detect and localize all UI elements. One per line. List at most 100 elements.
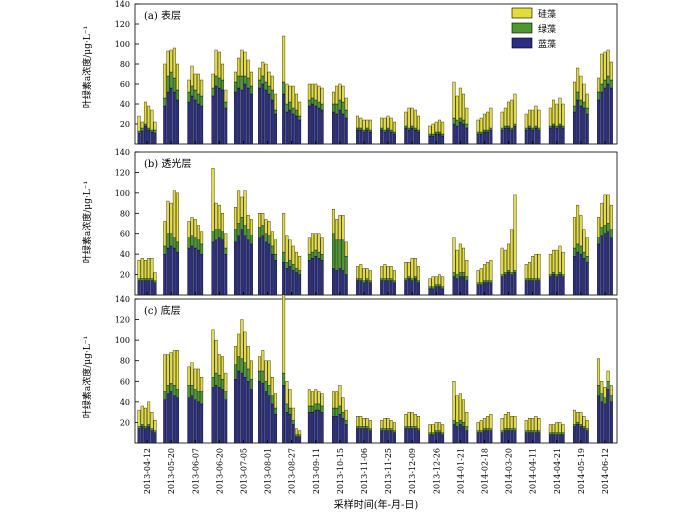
bar-segment-硅藻 [362, 119, 366, 131]
bar-segment-绿藻 [482, 280, 486, 283]
bar-segment-硅藻 [428, 125, 432, 135]
bar-segment-蓝藻 [214, 85, 218, 145]
bar-segment-蓝藻 [169, 87, 173, 145]
bar-segment-硅藻 [527, 109, 531, 127]
bar-segment-硅藻 [413, 414, 417, 427]
bar-segment-绿藻 [298, 115, 302, 121]
bar-segment-绿藻 [335, 103, 339, 115]
bar-segment-绿藻 [600, 227, 604, 236]
bar-segment-硅藻 [534, 253, 538, 279]
bar-segment-绿藻 [187, 91, 191, 103]
bar-segment-蓝藻 [606, 231, 610, 296]
bar-segment-绿藻 [190, 385, 194, 396]
bar-segment-蓝藻 [359, 129, 363, 145]
bar-segment-硅藻 [441, 276, 445, 288]
bar-segment-蓝藻 [331, 416, 335, 444]
bar-segment-硅藻 [233, 206, 237, 230]
bar-segment-蓝藻 [479, 432, 483, 444]
bar-segment-蓝藻 [169, 391, 173, 444]
panel-a: 20 40 60 80 100 120 140 (a) 表层 [115, 0, 618, 145]
bar-segment-蓝藻 [407, 278, 411, 296]
bar-segment-蓝藻 [335, 113, 339, 145]
bar-segment-绿藻 [249, 235, 253, 245]
bar-segment-蓝藻 [600, 235, 604, 296]
bar-segment-蓝藻 [476, 133, 480, 145]
bar-segment-绿藻 [383, 129, 387, 133]
bar-segment-绿藻 [431, 286, 435, 290]
bar-segment-蓝藻 [510, 129, 514, 145]
bar-segment-绿藻 [291, 420, 295, 425]
bar-segment-绿藻 [558, 123, 562, 127]
bar-segment-绿藻 [455, 119, 459, 127]
bar-segment-蓝藻 [413, 428, 417, 444]
bar-segment-蓝藻 [224, 253, 228, 296]
x-tick-label: 2013-07-05 [239, 448, 248, 494]
bar-segment-硅藻 [153, 121, 157, 131]
bar-segment-蓝藻 [331, 268, 335, 296]
bar-segment-绿藻 [311, 251, 315, 259]
bar-segment-绿藻 [307, 99, 311, 107]
bar-segment-硅藻 [482, 264, 486, 281]
bar-segment-蓝藻 [407, 428, 411, 444]
bar-segment-硅藻 [291, 245, 295, 265]
bar-segment-蓝藻 [527, 127, 531, 145]
bar-segment-蓝藻 [172, 247, 176, 296]
bar-segment-硅藻 [341, 215, 345, 241]
y-tick-label: 80 [120, 357, 130, 366]
bar-segment-绿藻 [579, 424, 583, 427]
bar-segment-绿藻 [389, 428, 393, 431]
bar-segment-蓝藻 [224, 107, 228, 145]
bar-segment-绿藻 [527, 278, 531, 281]
bar-segment-硅藻 [410, 107, 414, 127]
bar-segment-蓝藻 [221, 239, 225, 296]
bar-segment-绿藻 [172, 385, 176, 396]
bar-segment-硅藻 [317, 233, 321, 253]
bar-segment-硅藻 [224, 372, 228, 392]
bar-segment-绿藻 [246, 229, 250, 241]
bar-segment-硅藻 [285, 381, 289, 405]
bar-segment-蓝藻 [417, 131, 421, 145]
bar-segment-硅藻 [143, 407, 147, 427]
bar-segment-绿藻 [317, 101, 321, 109]
x-tick-label: 2013-11-25 [384, 448, 393, 494]
bar-segment-蓝藻 [462, 276, 466, 296]
bar-segment-绿藻 [196, 93, 200, 105]
bar-segment-蓝藻 [380, 430, 384, 444]
bar-segment-绿藻 [582, 101, 586, 109]
bar-segment-蓝藻 [537, 280, 541, 296]
bar-segment-蓝藻 [341, 418, 345, 444]
bar-segment-绿藻 [417, 428, 421, 431]
bar-segment-硅藻 [431, 424, 435, 433]
bar-segment-绿藻 [196, 391, 200, 403]
bar-segment-硅藻 [407, 411, 411, 427]
bar-segment-硅藻 [169, 49, 173, 73]
bar-segment-蓝藻 [455, 125, 459, 145]
bar-segment-绿藻 [176, 89, 180, 101]
bar-segment-蓝藻 [193, 99, 197, 145]
bar-segment-蓝藻 [368, 430, 372, 444]
bar-segment-蓝藻 [270, 403, 274, 444]
bar-segment-硅藻 [600, 381, 604, 394]
bar-segment-硅藻 [482, 418, 486, 429]
bar-segment-硅藻 [434, 276, 438, 285]
bar-segment-硅藻 [534, 416, 538, 431]
bar-segment-硅藻 [600, 202, 604, 228]
bar-segment-硅藻 [368, 270, 372, 281]
bar-segment-蓝藻 [291, 113, 295, 145]
bar-segment-绿藻 [311, 405, 315, 413]
y-axis-label-panel-c: 叶绿素a浓度/μg·L⁻¹ [81, 336, 93, 418]
bar-segment-绿藻 [582, 426, 586, 429]
bar-segment-绿藻 [479, 282, 483, 285]
bar-segment-绿藻 [555, 432, 559, 435]
bar-segment-蓝藻 [537, 129, 541, 145]
bar-segment-硅藻 [513, 194, 517, 271]
bar-segment-绿藻 [362, 280, 366, 283]
bar-segment-绿藻 [150, 428, 154, 431]
bar-segment-蓝藻 [365, 280, 369, 296]
bar-segment-绿藻 [503, 428, 507, 431]
bar-segment-蓝藻 [307, 260, 311, 296]
bar-segment-绿藻 [359, 426, 363, 429]
bar-segment-蓝藻 [140, 426, 144, 444]
bar-segment-绿藻 [380, 428, 384, 431]
